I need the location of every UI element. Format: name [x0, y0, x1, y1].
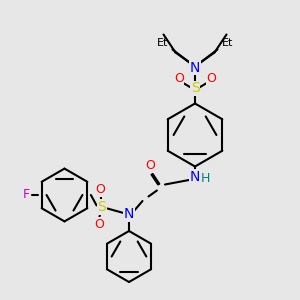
Text: N: N — [190, 61, 200, 74]
Text: S: S — [98, 200, 106, 214]
Text: Et: Et — [222, 38, 233, 48]
Text: O: O — [174, 71, 184, 85]
Text: S: S — [190, 82, 200, 95]
Text: O: O — [145, 159, 155, 172]
Text: N: N — [190, 170, 200, 184]
Text: O: O — [94, 218, 104, 231]
Text: F: F — [23, 188, 30, 202]
Text: O: O — [206, 71, 216, 85]
Text: N: N — [124, 208, 134, 221]
Text: Et: Et — [157, 38, 168, 48]
Text: O: O — [96, 183, 105, 196]
Text: H: H — [201, 172, 210, 185]
